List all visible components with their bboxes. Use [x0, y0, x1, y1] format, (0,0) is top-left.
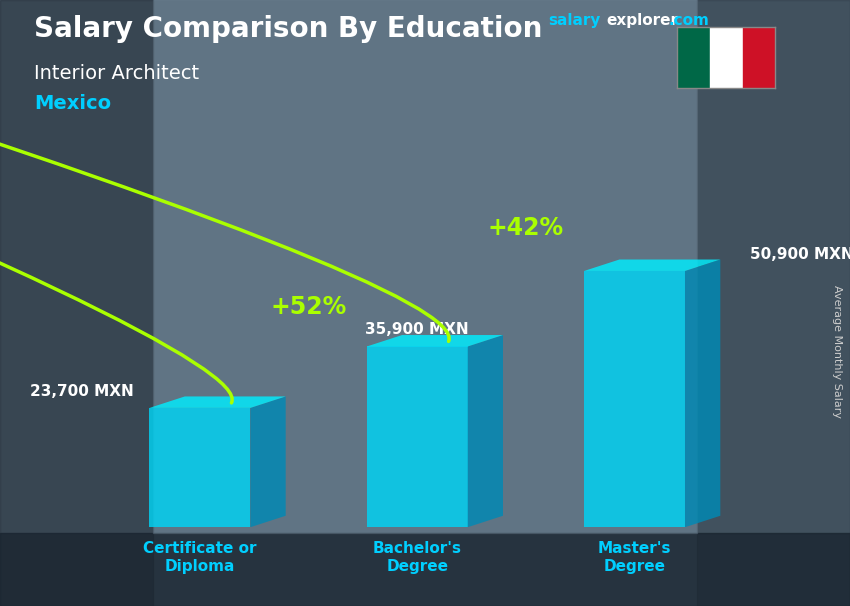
Bar: [0, 0, 153, 606]
Bar: [743, 27, 775, 88]
Polygon shape: [685, 259, 720, 527]
Text: salary: salary: [548, 13, 601, 28]
Text: explorer: explorer: [606, 13, 678, 28]
Text: +42%: +42%: [488, 216, 564, 240]
Polygon shape: [468, 335, 503, 527]
Bar: [697, 0, 850, 606]
Polygon shape: [150, 408, 251, 527]
Text: +52%: +52%: [270, 295, 347, 319]
Text: Average Monthly Salary: Average Monthly Salary: [832, 285, 842, 418]
Text: 50,900 MXN: 50,900 MXN: [750, 247, 850, 262]
Polygon shape: [251, 396, 286, 527]
Bar: [0, 533, 850, 606]
Polygon shape: [150, 396, 286, 408]
Text: Mexico: Mexico: [34, 94, 111, 113]
Text: 23,700 MXN: 23,700 MXN: [31, 384, 134, 399]
Text: Interior Architect: Interior Architect: [34, 64, 199, 82]
Bar: [710, 27, 743, 88]
Text: .com: .com: [668, 13, 709, 28]
Polygon shape: [584, 271, 685, 527]
Polygon shape: [367, 347, 468, 527]
Polygon shape: [367, 335, 503, 347]
Text: Salary Comparison By Education: Salary Comparison By Education: [34, 15, 542, 43]
Bar: [153, 0, 697, 533]
Polygon shape: [584, 259, 720, 271]
Text: 35,900 MXN: 35,900 MXN: [366, 322, 469, 338]
Bar: [677, 27, 710, 88]
